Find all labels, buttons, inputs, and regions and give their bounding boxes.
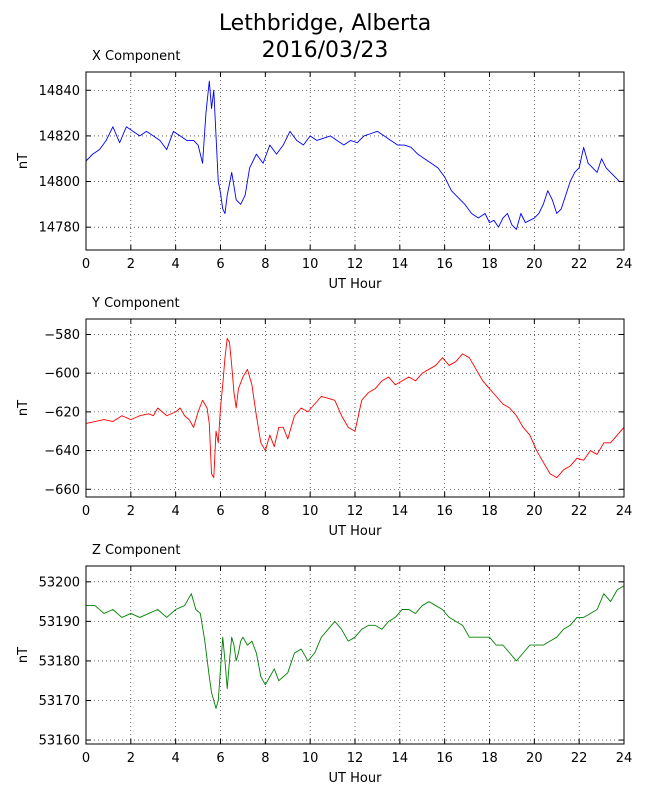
x-tick-label: 14 [392, 504, 409, 519]
x-tick-label: 16 [436, 504, 453, 519]
x-tick-label: 12 [347, 257, 364, 272]
x-tick-label: 22 [571, 504, 588, 519]
x-tick-label: 8 [261, 751, 269, 766]
x-tick-label: 24 [616, 257, 633, 272]
x-tick-label: 14 [392, 751, 409, 766]
x-tick-label: 20 [526, 751, 543, 766]
x-tick-label: 20 [526, 257, 543, 272]
y-tick-label: 53170 [39, 694, 80, 709]
x-tick-label: 12 [347, 751, 364, 766]
x-tick-label: 6 [216, 504, 224, 519]
y-tick-label: 53180 [39, 654, 80, 669]
y-tick-label: −600 [44, 367, 80, 382]
x-tick-label: 4 [172, 257, 180, 272]
series-line [86, 585, 625, 709]
x-tick-label: 0 [82, 751, 90, 766]
x-tick-label: 12 [347, 504, 364, 519]
figure-title: Lethbridge, Alberta 2016/03/23 [0, 10, 650, 64]
x-tick-label: 24 [616, 504, 633, 519]
x-tick-label: 0 [82, 257, 90, 272]
x-tick-label: 8 [261, 257, 269, 272]
x-component-chart: 0 2 4 6 8 10 12 14 16 18 20 22 241478014800148201484… [16, 71, 633, 292]
panel-title: Z Component [92, 543, 181, 558]
x-tick-label: 16 [436, 751, 453, 766]
x-tick-label: 6 [216, 751, 224, 766]
x-tick-label: 2 [127, 751, 135, 766]
y-tick-label: −640 [44, 444, 80, 459]
x-tick-label: 18 [481, 751, 498, 766]
x-axis-label: UT Hour [329, 524, 383, 539]
panel-title: X Component [92, 49, 181, 64]
y-tick-label: 14800 [39, 175, 80, 190]
x-tick-label: 2 [127, 257, 135, 272]
x-tick-label: 2 [127, 504, 135, 519]
z-component-chart: 0 2 4 6 8 10 12 14 16 18 20 22 245316053170531805319… [16, 565, 633, 786]
x-tick-label: 10 [302, 751, 319, 766]
x-axis-label: UT Hour [329, 771, 383, 786]
x-tick-label: 18 [481, 504, 498, 519]
x-tick-label: 14 [392, 257, 409, 272]
x-tick-label: 18 [481, 257, 498, 272]
y-tick-label: 14820 [39, 129, 80, 144]
figure-title-line1: Lethbridge, Alberta [218, 11, 432, 36]
y-tick-label: 53200 [39, 575, 80, 590]
x-tick-label: 4 [172, 751, 180, 766]
figure-title-line2: 2016/03/23 [261, 38, 389, 63]
series-line [85, 337, 625, 479]
y-axis-label: nT [16, 400, 31, 416]
x-tick-label: 22 [571, 257, 588, 272]
y-tick-label: −620 [44, 405, 80, 420]
x-tick-label: 8 [261, 504, 269, 519]
x-tick-label: 20 [526, 504, 543, 519]
x-tick-label: 10 [302, 257, 319, 272]
x-tick-label: 0 [82, 504, 90, 519]
x-tick-label: 10 [302, 504, 319, 519]
y-axis-label: nT [16, 647, 31, 663]
x-tick-label: 16 [436, 257, 453, 272]
x-axis-label: UT Hour [329, 277, 383, 292]
x-tick-label: 22 [571, 751, 588, 766]
x-tick-label: 24 [616, 751, 633, 766]
z-component-panel: Z Component 0 2 4 6 8 10 12 14 16 18 20 22 24 53160 53… [0, 543, 650, 797]
y-tick-label: −660 [44, 483, 80, 498]
y-tick-label: 53190 [39, 615, 80, 630]
y-tick-label: 53160 [39, 734, 80, 749]
y-tick-label: 14780 [39, 221, 80, 236]
y-component-chart: 0 2 4 6 8 10 12 14 16 18 20 22 24−660−640−620−600−58… [16, 318, 633, 539]
y-tick-label: −580 [44, 328, 80, 343]
y-axis-label: nT [16, 153, 31, 169]
x-component-panel: X Component 0 2 4 6 8 10 12 14 16 18 20 22 24 14780 14… [0, 49, 650, 303]
x-tick-label: 4 [172, 504, 180, 519]
y-component-panel: Y Component 0 2 4 6 8 10 12 14 16 18 20 22 24 −660 −64… [0, 296, 650, 550]
panel-title: Y Component [92, 296, 180, 311]
y-tick-label: 14840 [39, 84, 80, 99]
series-line [85, 80, 624, 230]
x-tick-label: 6 [216, 257, 224, 272]
